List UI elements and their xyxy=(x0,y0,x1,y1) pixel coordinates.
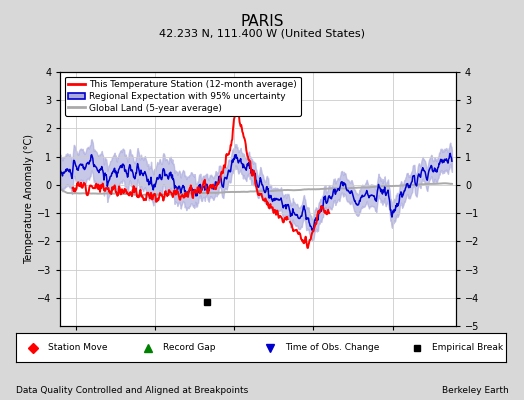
Text: 42.233 N, 111.400 W (United States): 42.233 N, 111.400 W (United States) xyxy=(159,28,365,38)
Text: Empirical Break: Empirical Break xyxy=(432,343,503,352)
Text: Data Quality Controlled and Aligned at Breakpoints: Data Quality Controlled and Aligned at B… xyxy=(16,386,248,395)
Text: Time of Obs. Change: Time of Obs. Change xyxy=(285,343,379,352)
Text: Berkeley Earth: Berkeley Earth xyxy=(442,386,508,395)
Text: Station Move: Station Move xyxy=(48,343,107,352)
Legend: This Temperature Station (12-month average), Regional Expectation with 95% uncer: This Temperature Station (12-month avera… xyxy=(65,76,300,116)
Y-axis label: Temperature Anomaly (°C): Temperature Anomaly (°C) xyxy=(24,134,34,264)
Text: Record Gap: Record Gap xyxy=(162,343,215,352)
Text: PARIS: PARIS xyxy=(240,14,284,29)
